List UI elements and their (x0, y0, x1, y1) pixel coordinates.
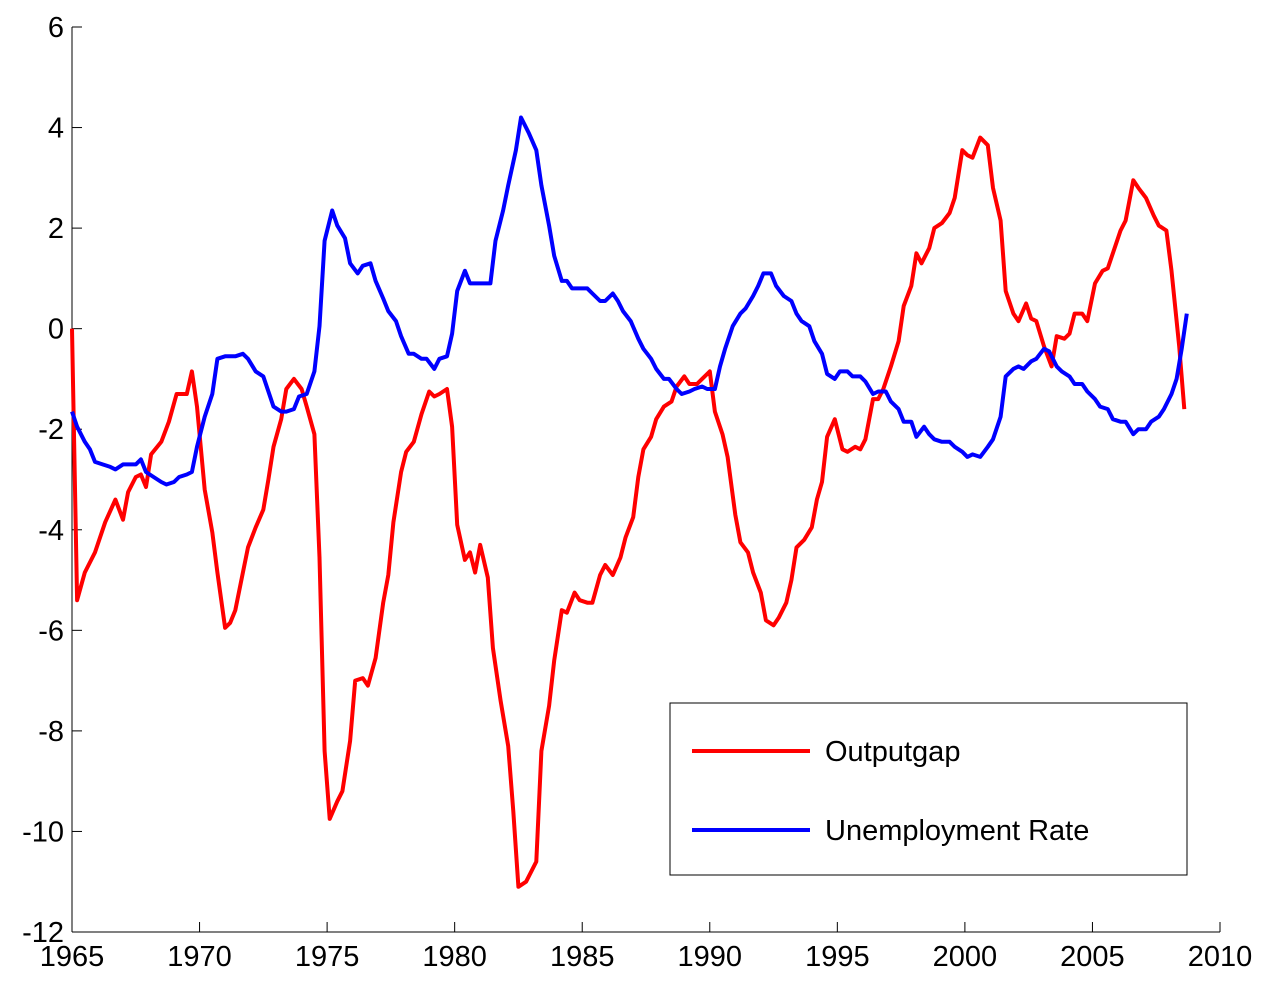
line-series (70, 135, 1187, 889)
legend-label: Unemployment Rate (825, 815, 1089, 847)
x-tick-label: 2010 (1188, 941, 1253, 973)
x-tick-label: 1995 (805, 941, 870, 973)
legend-label: Outputgap (825, 736, 960, 768)
x-tick-label: 1985 (550, 941, 615, 973)
y-tick-label: -10 (22, 816, 64, 848)
y-tick-label: 6 (48, 12, 64, 44)
y-tick-label: 0 (48, 314, 64, 346)
x-tick-label: 2000 (933, 941, 998, 973)
legend-box (669, 702, 1188, 876)
y-tick-label: -4 (38, 515, 64, 547)
y-tick-label: -2 (38, 414, 64, 446)
x-tick-label: 2005 (1060, 941, 1125, 973)
x-tick-label: 1975 (295, 941, 360, 973)
y-tick-label: -6 (38, 615, 64, 647)
x-tick-label: 1990 (678, 941, 743, 973)
x-tick-label: 1970 (167, 941, 232, 973)
y-tick-label: 4 (48, 113, 64, 145)
x-tick-label: 1965 (40, 941, 105, 973)
y-tick-label: -8 (38, 716, 64, 748)
line-series (70, 115, 1189, 487)
y-tick-label: -12 (22, 917, 64, 949)
x-tick-label: 1980 (422, 941, 487, 973)
y-tick-label: 2 (48, 213, 64, 245)
